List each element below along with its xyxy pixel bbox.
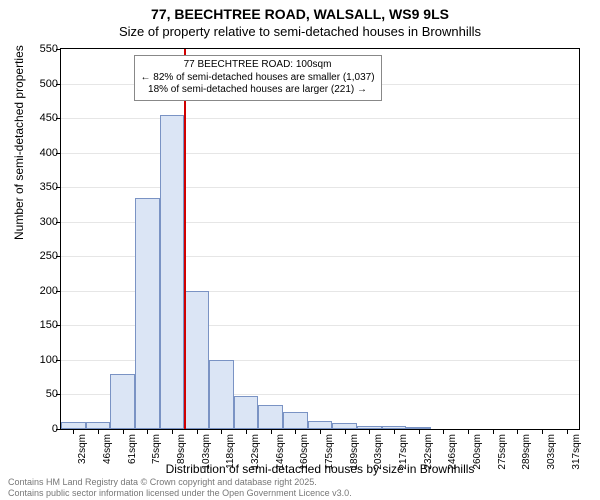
x-tick-mark [517,430,518,434]
y-tick-label: 350 [18,181,58,193]
x-tick-mark [246,430,247,434]
footer-attribution: Contains HM Land Registry data © Crown c… [8,477,352,498]
chart-title: 77, BEECHTREE ROAD, WALSALL, WS9 9LS [0,6,600,22]
histogram-bar [86,422,111,429]
x-tick-mark [542,430,543,434]
histogram-bar [160,115,185,429]
x-tick-mark [419,430,420,434]
histogram-bar [184,291,209,429]
x-tick-label: 118sqm [225,434,236,469]
x-tick-label: 275sqm [497,434,508,470]
x-tick-mark [98,430,99,434]
x-tick-mark [295,430,296,434]
x-tick-mark [345,430,346,434]
footer-line2: Contains public sector information licen… [8,488,352,498]
histogram-bar [135,198,160,429]
y-tick-label: 450 [18,112,58,124]
x-tick-label: 260sqm [472,434,483,470]
x-tick-label: 32sqm [77,434,88,464]
x-tick-mark [394,430,395,434]
y-tick-label: 50 [18,388,58,400]
y-tick-label: 300 [18,216,58,228]
annotation-box: 77 BEECHTREE ROAD: 100sqm ← 82% of semi-… [134,55,382,101]
x-tick-label: 175sqm [324,434,335,470]
x-tick-mark [271,430,272,434]
y-tick-label: 100 [18,354,58,366]
x-tick-label: 146sqm [275,434,286,470]
y-tick-label: 550 [18,43,58,55]
x-tick-mark [147,430,148,434]
x-tick-label: 217sqm [398,434,409,470]
x-tick-label: 160sqm [299,434,310,470]
x-tick-label: 203sqm [373,434,384,470]
histogram-bar [332,423,357,429]
chart-subtitle: Size of property relative to semi-detach… [0,24,600,39]
x-tick-label: 303sqm [546,434,557,470]
gridline [61,187,579,188]
histogram-bar [61,422,86,429]
x-tick-label: 103sqm [201,434,212,470]
x-tick-mark [468,430,469,434]
x-tick-mark [172,430,173,434]
histogram-bar [406,427,431,429]
x-tick-label: 232sqm [423,434,434,470]
y-tick-label: 400 [18,147,58,159]
x-tick-mark [443,430,444,434]
annotation-line2: ← 82% of semi-detached houses are smalle… [141,72,375,85]
histogram-bar [283,412,308,429]
x-tick-mark [369,430,370,434]
x-tick-label: 46sqm [102,434,113,464]
annotation-line1: 77 BEECHTREE ROAD: 100sqm [141,59,375,72]
x-tick-mark [123,430,124,434]
histogram-bar [308,421,333,429]
y-tick-label: 500 [18,78,58,90]
property-size-chart: 77, BEECHTREE ROAD, WALSALL, WS9 9LS Siz… [0,0,600,500]
y-tick-label: 200 [18,285,58,297]
x-tick-mark [73,430,74,434]
x-tick-label: 246sqm [447,434,458,470]
gridline [61,118,579,119]
x-tick-mark [221,430,222,434]
y-tick-label: 150 [18,319,58,331]
histogram-bar [382,426,407,429]
x-tick-label: 317sqm [571,434,582,470]
x-tick-label: 289sqm [521,434,532,470]
x-tick-label: 75sqm [151,434,162,464]
histogram-bar [110,374,135,429]
y-axis-label: Number of semi-detached properties [12,45,26,240]
x-tick-label: 61sqm [127,434,138,464]
y-tick-label: 0 [18,423,58,435]
gridline [61,153,579,154]
histogram-bar [234,396,259,429]
histogram-bar [258,405,283,429]
y-tick-label: 250 [18,250,58,262]
histogram-bar [209,360,234,429]
reference-line [184,49,186,429]
histogram-bar [357,426,382,429]
annotation-line3: 18% of semi-detached houses are larger (… [141,84,375,97]
plot-area: 77 BEECHTREE ROAD: 100sqm ← 82% of semi-… [60,48,580,430]
x-tick-mark [567,430,568,434]
x-tick-label: 132sqm [250,434,261,470]
x-tick-label: 89sqm [176,434,187,464]
x-tick-mark [197,430,198,434]
x-tick-mark [493,430,494,434]
footer-line1: Contains HM Land Registry data © Crown c… [8,477,352,487]
x-tick-label: 189sqm [349,434,360,470]
x-tick-mark [320,430,321,434]
